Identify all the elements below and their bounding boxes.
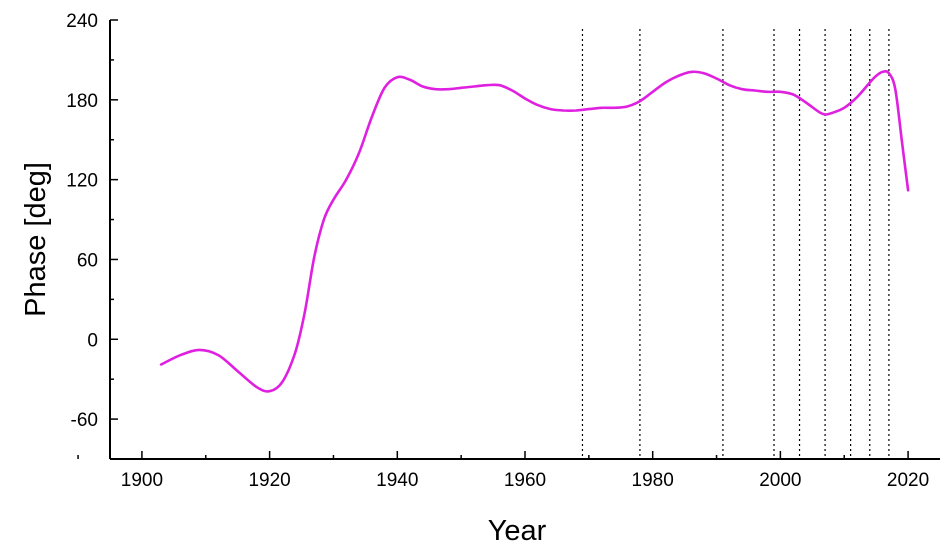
y-tick-label: 180: [66, 91, 98, 112]
phase-series-line: [159, 69, 910, 393]
vertical-reference-lines: [581, 29, 890, 459]
y-tick-label: -60: [71, 410, 98, 431]
y-axis-title: Phase [deg]: [20, 162, 52, 317]
axes: -60 0 60 120 180 240 1900 1920 1940 1960 1980 2000 2…: [66, 11, 940, 491]
y-tick-label: 0: [87, 330, 98, 351]
x-axis-title: Year: [488, 515, 547, 547]
y-tick-label: 240: [66, 11, 98, 32]
y-tick-label: 120: [66, 171, 98, 192]
x-tick-label: 2020: [887, 470, 929, 491]
x-tick-label: 1960: [504, 470, 546, 491]
series-layer: [159, 69, 910, 393]
x-tick-label: 1900: [121, 470, 163, 491]
y-tick-label: 60: [77, 250, 98, 271]
x-tick-label: 1940: [376, 470, 418, 491]
x-tick-label: 1920: [248, 470, 290, 491]
x-tick-label: 2000: [759, 470, 801, 491]
x-tick-label: 1980: [632, 470, 674, 491]
